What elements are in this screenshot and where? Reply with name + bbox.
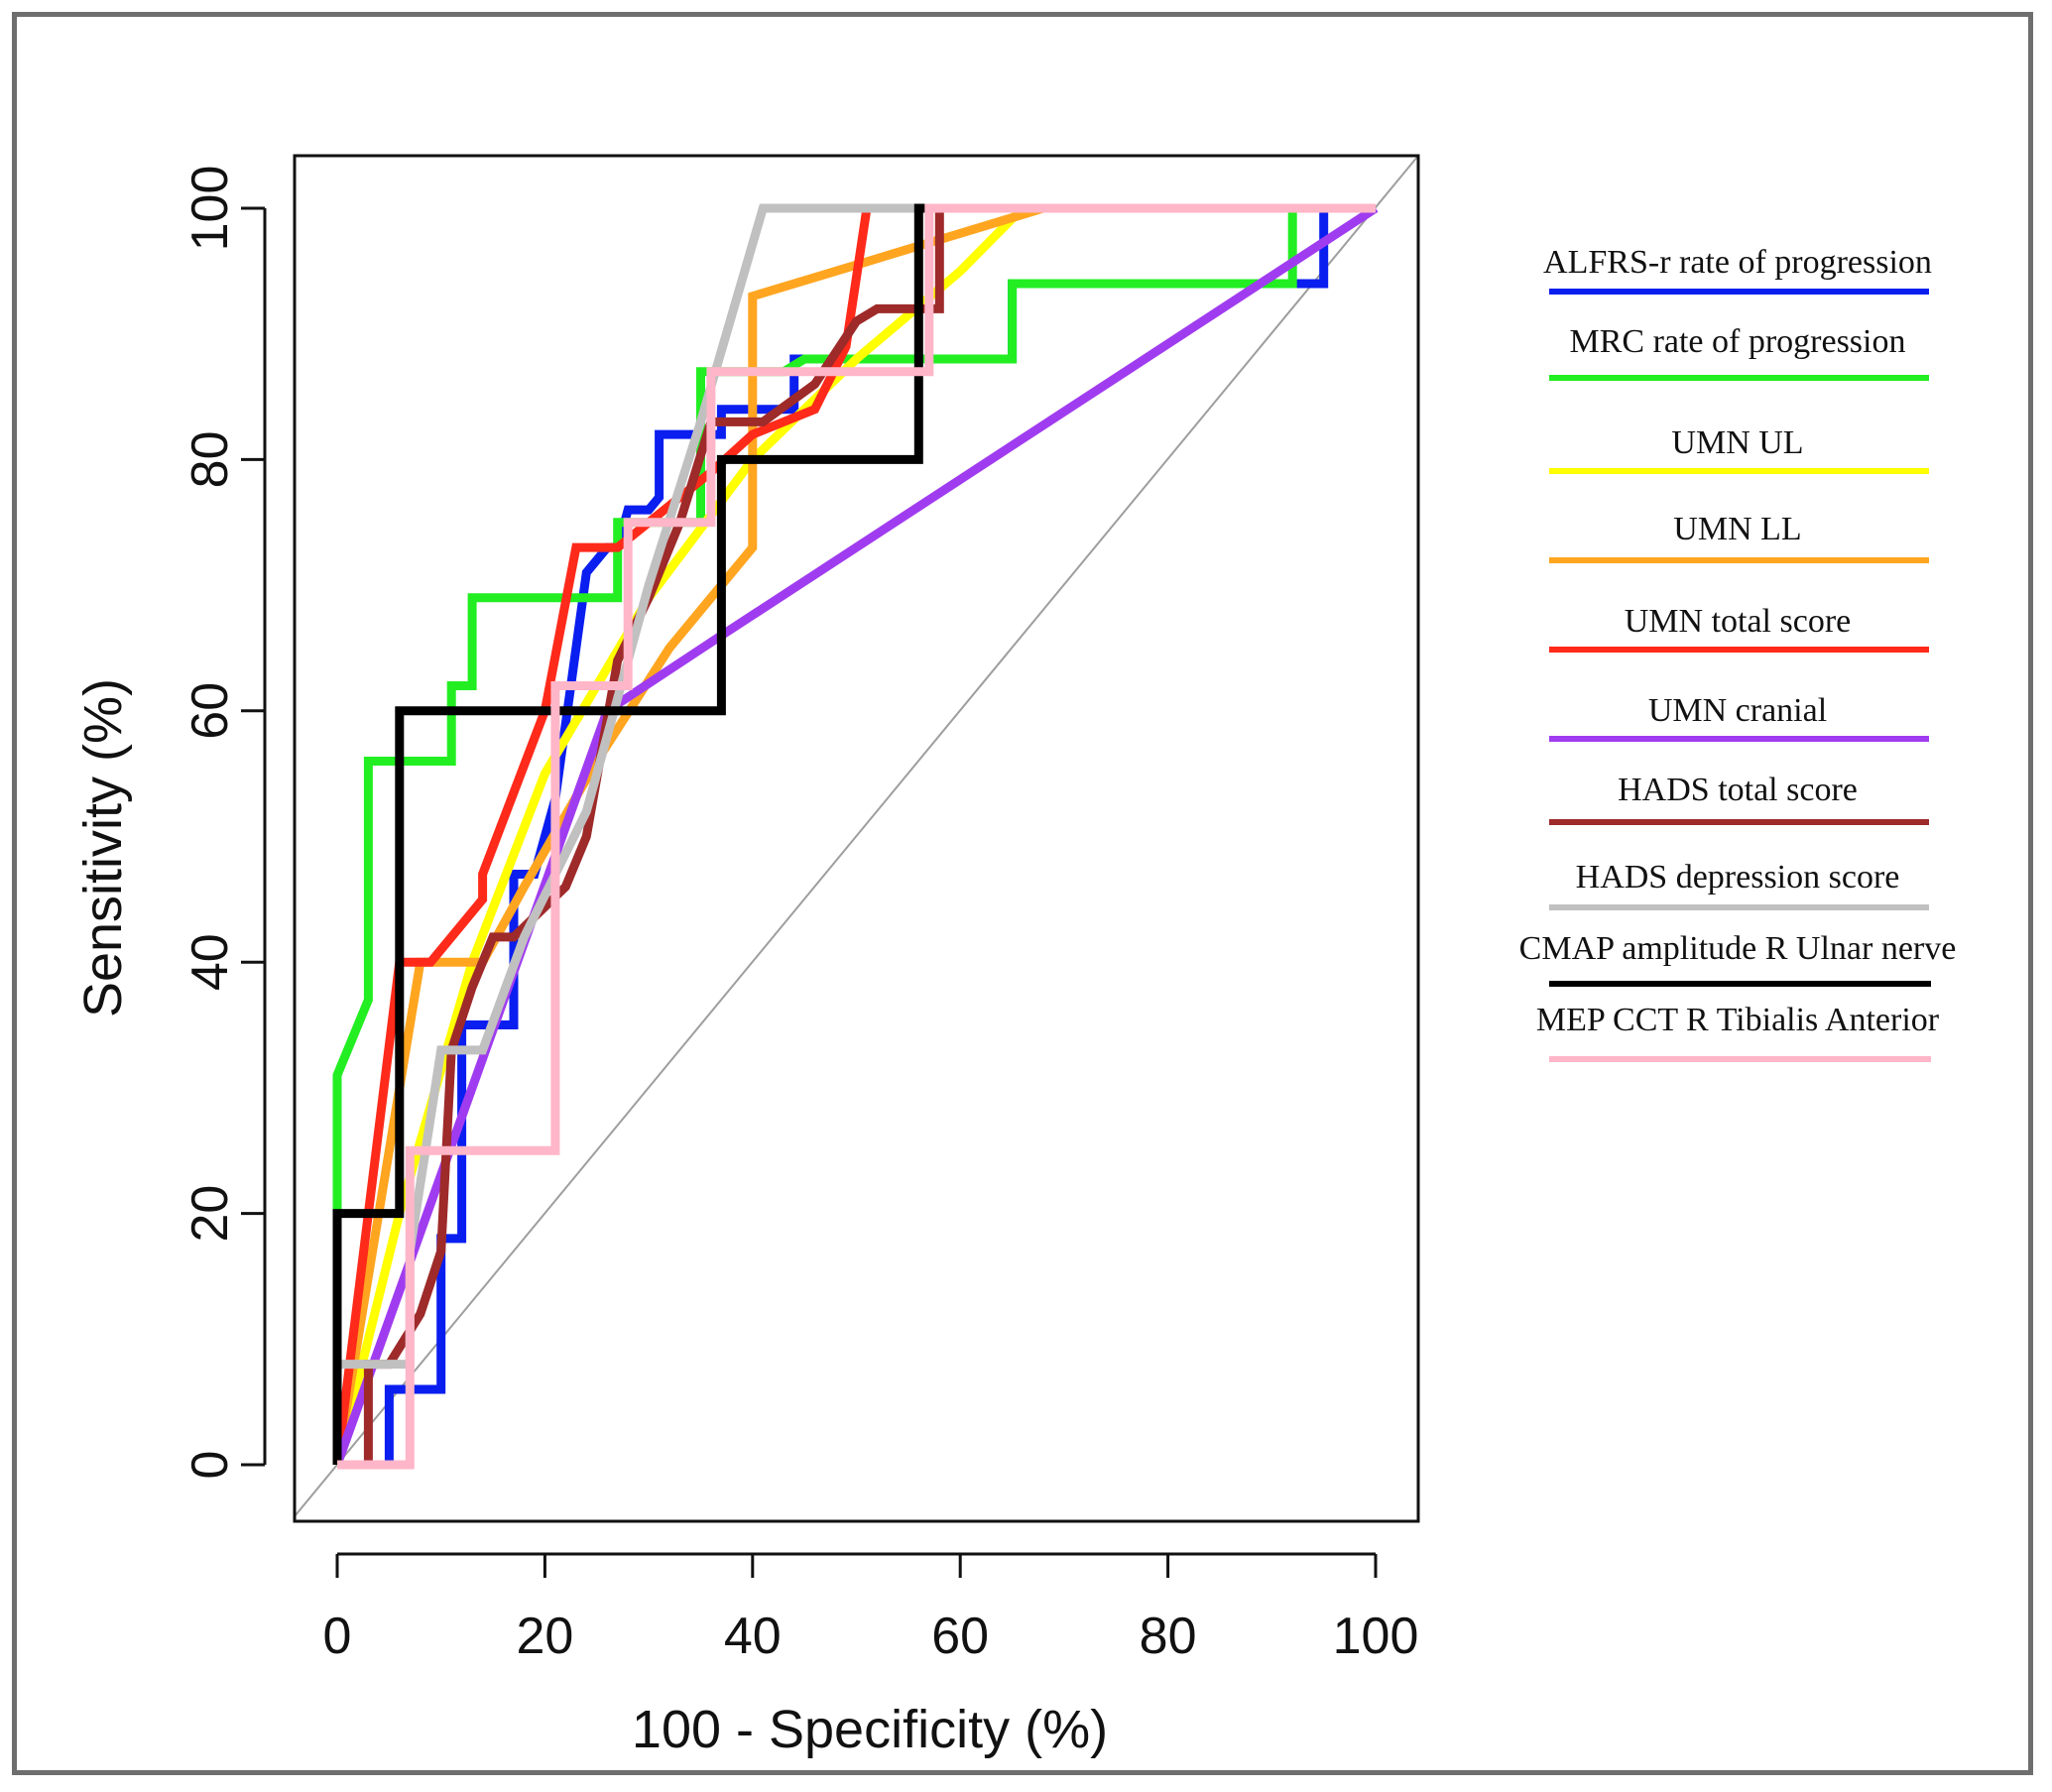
legend-label-9: CMAP amplitude R Ulnar nerve <box>1519 930 1957 967</box>
x-tick-label: 60 <box>931 1608 989 1665</box>
series-layer <box>332 203 1379 1470</box>
series-line-5 <box>332 203 1376 1466</box>
y-axis-title: Sensitivity (%) <box>73 678 133 1017</box>
x-tick-label: 80 <box>1140 1608 1197 1665</box>
legend-label-5: UMN total score <box>1625 603 1852 640</box>
series-line-2 <box>332 203 1376 1465</box>
x-tick-label: 0 <box>323 1608 352 1665</box>
chance-line <box>294 155 1419 1517</box>
y-tick-label: 20 <box>181 1185 239 1243</box>
legend: ALFRS-r rate of progression MRC rate of p… <box>1519 244 1957 1062</box>
y-tick-label: 100 <box>181 166 239 252</box>
legend-label-2: MRC rate of progression <box>1569 323 1905 360</box>
chance-line-layer <box>294 155 1419 1517</box>
legend-label-7: HADS total score <box>1618 772 1858 808</box>
roc-chart: 0 20 40 60 80 100 0 20 40 60 80 100 100 - Specific… <box>73 154 1957 1759</box>
y-tick-label: 0 <box>181 1451 239 1480</box>
y-tick-label: 80 <box>181 430 239 488</box>
y-tick-label: 60 <box>181 682 239 740</box>
legend-label-4: UMN LL <box>1673 511 1801 547</box>
x-axis: 0 20 40 60 80 100 <box>323 1552 1419 1665</box>
series-line-9 <box>332 203 1376 1465</box>
x-tick-label: 40 <box>724 1608 782 1665</box>
plot-border <box>293 154 1420 1523</box>
figure-frame: 0 20 40 60 80 100 0 20 40 60 80 100 100 - Specific… <box>12 12 2033 1775</box>
series-line-6 <box>332 204 1379 1467</box>
y-axis: 0 20 40 60 80 100 <box>181 166 267 1480</box>
legend-label-8: HADS depression score <box>1576 859 1900 896</box>
legend-label-1: ALFRS-r rate of progression <box>1543 244 1932 281</box>
x-tick-label: 20 <box>516 1608 573 1665</box>
x-axis-title: 100 - Specificity (%) <box>632 1700 1108 1759</box>
y-tick-label: 40 <box>181 933 239 991</box>
series-line-4 <box>332 203 1376 1466</box>
legend-label-3: UMN UL <box>1671 424 1803 461</box>
x-tick-label: 100 <box>1333 1608 1419 1665</box>
legend-label-6: UMN cranial <box>1648 692 1827 729</box>
series-line-10 <box>337 203 1376 1470</box>
legend-label-10: MEP CCT R Tibialis Anterior <box>1536 1002 1940 1038</box>
